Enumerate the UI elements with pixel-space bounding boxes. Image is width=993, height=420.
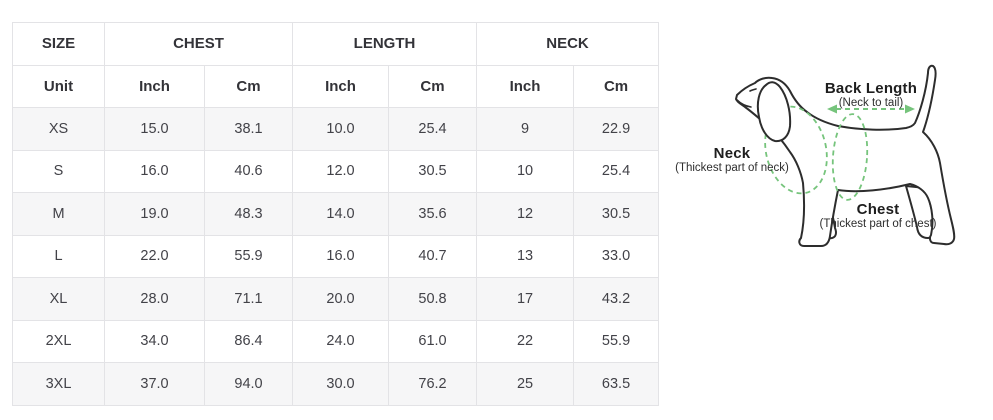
measurement-cell: 17 [476, 277, 575, 321]
measurement-cell: 71.1 [204, 277, 293, 321]
measurement-cell: 33.0 [573, 234, 660, 278]
measurement-cell: 55.9 [573, 319, 660, 363]
measurement-cell: 43.2 [573, 277, 660, 321]
neck-subtitle: (Thickest part of neck) [675, 162, 789, 175]
measurement-cell: 10.0 [292, 107, 389, 151]
size-row-2xl: 2XL 34.0 86.4 24.0 61.0 22 55.9 [12, 319, 660, 363]
col-header-neck: NECK [476, 22, 660, 66]
length-cm-header: Cm [387, 64, 478, 108]
col-header-size: SIZE [12, 22, 105, 66]
size-cell: L [12, 234, 105, 278]
size-row-xl: XL 28.0 71.1 20.0 50.8 17 43.2 [12, 277, 660, 321]
measurement-cell: 38.1 [204, 107, 293, 151]
measurement-cell: 10 [476, 149, 575, 193]
header-row: SIZE CHEST LENGTH NECK [12, 22, 660, 66]
size-row-3xl: 3XL 37.0 94.0 30.0 76.2 25 63.5 [12, 362, 660, 406]
measurement-cell: 19.0 [104, 192, 205, 236]
measurement-cell: 22 [476, 319, 575, 363]
unit-header: Unit [12, 64, 105, 108]
col-header-length: LENGTH [291, 22, 478, 66]
measurement-cell: 16.0 [292, 234, 389, 278]
measurement-cell: 30.5 [387, 149, 478, 193]
measurement-cell: 25 [476, 362, 575, 406]
size-cell: 3XL [12, 362, 105, 406]
size-row-m: M 19.0 48.3 14.0 35.6 12 30.5 [12, 192, 660, 236]
measurement-cell: 40.7 [387, 234, 478, 278]
measurement-cell: 76.2 [387, 362, 478, 406]
measurement-cell: 22.0 [104, 234, 205, 278]
measurement-cell: 14.0 [292, 192, 389, 236]
neck-title: Neck [713, 145, 751, 162]
measurement-cell: 86.4 [204, 319, 293, 363]
measurement-cell: 94.0 [204, 362, 293, 406]
size-cell: S [12, 149, 105, 193]
measurement-cell: 12 [476, 192, 575, 236]
dog-measurement-diagram: Back Length (Neck to tail) Neck (Thickes… [660, 0, 993, 420]
size-cell: XS [12, 107, 105, 151]
length-inch-header: Inch [292, 64, 389, 108]
neck-label: Neck (Thickest part of neck) [675, 145, 789, 175]
back-length-arrow [827, 104, 915, 114]
measurement-cell: 28.0 [104, 277, 205, 321]
dog-ear [756, 81, 792, 143]
measurement-cell: 34.0 [104, 319, 205, 363]
measurement-cell: 25.4 [573, 149, 660, 193]
measurement-cell: 40.6 [204, 149, 293, 193]
size-chart-table: SIZE CHEST LENGTH NECK Unit Inch Cm Inch… [12, 22, 660, 406]
measurement-cell: 37.0 [104, 362, 205, 406]
chest-inch-header: Inch [104, 64, 205, 108]
chest-cm-header: Cm [204, 64, 293, 108]
measurement-cell: 20.0 [292, 277, 389, 321]
measurement-cell: 25.4 [387, 107, 478, 151]
dog-brow-line [749, 88, 757, 92]
chest-title: Chest [856, 201, 900, 218]
dog-mouth-line [736, 99, 752, 108]
measurement-cell: 12.0 [292, 149, 389, 193]
measurement-cell: 13 [476, 234, 575, 278]
measurement-cell: 55.9 [204, 234, 293, 278]
measurement-cell: 61.0 [387, 319, 478, 363]
back-length-subtitle: (Neck to tail) [838, 97, 904, 110]
chest-subtitle: (Thickest part of chest) [819, 218, 937, 231]
back-length-title: Back Length [824, 80, 918, 97]
measurement-cell: 24.0 [292, 319, 389, 363]
measurement-cell: 30.5 [573, 192, 660, 236]
back-length-label: Back Length (Neck to tail) [825, 80, 917, 110]
size-cell: M [12, 192, 105, 236]
measurement-cell: 22.9 [573, 107, 660, 151]
unit-header-row: Unit Inch Cm Inch Cm Inch Cm [12, 64, 660, 108]
measurement-cell: 50.8 [387, 277, 478, 321]
neck-inch-header: Inch [476, 64, 575, 108]
col-header-chest: CHEST [104, 22, 293, 66]
size-cell: 2XL [12, 319, 105, 363]
measurement-cell: 9 [476, 107, 575, 151]
size-row-xs: XS 15.0 38.1 10.0 25.4 9 22.9 [12, 107, 660, 151]
measurement-cell: 30.0 [292, 362, 389, 406]
chest-label: Chest (Thickest part of chest) [820, 201, 937, 231]
measurement-cell: 63.5 [573, 362, 660, 406]
size-row-l: L 22.0 55.9 16.0 40.7 13 33.0 [12, 234, 660, 278]
dog-outline-illustration [735, 64, 956, 247]
measurement-cell: 35.6 [387, 192, 478, 236]
size-cell: XL [12, 277, 105, 321]
measurement-cell: 48.3 [204, 192, 293, 236]
size-table-section: SIZE CHEST LENGTH NECK Unit Inch Cm Inch… [12, 22, 660, 406]
measurement-cell: 15.0 [104, 107, 205, 151]
chest-measure-ellipse [831, 113, 869, 201]
size-row-s: S 16.0 40.6 12.0 30.5 10 25.4 [12, 149, 660, 193]
dog-body-outline [735, 64, 956, 247]
neck-cm-header: Cm [573, 64, 660, 108]
measurement-cell: 16.0 [104, 149, 205, 193]
